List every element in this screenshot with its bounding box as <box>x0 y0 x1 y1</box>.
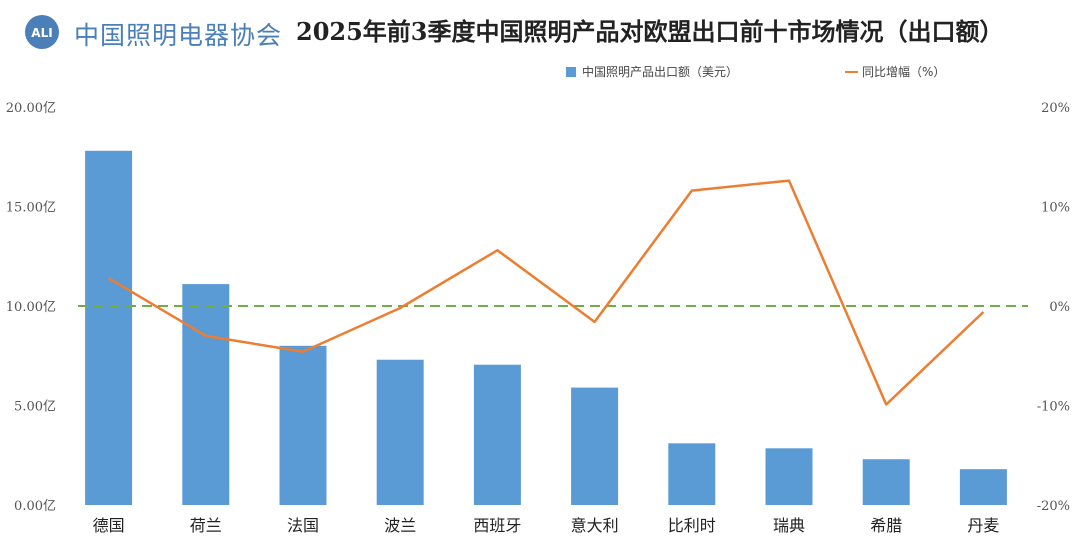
bar <box>85 150 133 505</box>
ali-logo-icon: ALI <box>25 15 59 49</box>
category-label: 波兰 <box>384 516 416 535</box>
category-label: 意大利 <box>571 516 619 535</box>
bar <box>668 443 716 505</box>
category-labels: 德国 荷兰 法国 波兰 西班牙 意大利 比利时 瑞典 希腊 丹麦 <box>93 516 1000 535</box>
left-tick-label: 20.00亿 <box>6 101 56 116</box>
bars <box>85 150 1007 505</box>
category-label: 荷兰 <box>190 516 222 535</box>
left-tick-label: 10.00亿 <box>6 300 56 315</box>
bar <box>765 448 813 505</box>
right-axis: -20% -10% 0% 10% 20% <box>1037 101 1070 514</box>
left-tick-label: 15.00亿 <box>6 201 56 216</box>
right-tick-label: -10% <box>1037 400 1070 415</box>
chart-title: 2025年前3季度中国照明产品对欧盟出口前十市场情况（出口额） <box>296 17 1004 46</box>
right-tick-label: -20% <box>1037 499 1070 514</box>
category-label: 西班牙 <box>473 516 521 535</box>
bar <box>376 359 424 505</box>
left-tick-label: 5.00亿 <box>14 400 56 415</box>
logo-text: 中国照明电器协会 <box>74 21 283 50</box>
growth-line-path <box>107 179 985 406</box>
left-tick-label: 0.00亿 <box>14 499 56 514</box>
growth-line <box>107 179 985 406</box>
category-label: 比利时 <box>668 516 716 535</box>
category-label: 法国 <box>287 516 319 535</box>
bar <box>182 284 230 505</box>
bar <box>473 364 521 505</box>
right-tick-label: 20% <box>1041 101 1070 116</box>
legend-bar-label: 中国照明产品出口额（美元） <box>582 64 738 79</box>
category-label: 希腊 <box>870 516 902 535</box>
right-tick-label: 10% <box>1041 201 1070 216</box>
legend: 中国照明产品出口额（美元） 同比增幅（%） <box>566 64 945 79</box>
logo-mark: ALI <box>31 26 52 40</box>
right-tick-label: 0% <box>1049 300 1070 315</box>
category-label: 德国 <box>93 516 125 535</box>
bar <box>279 345 327 505</box>
bar <box>862 459 910 505</box>
left-axis: 0.00亿 5.00亿 10.00亿 15.00亿 20.00亿 <box>6 101 56 514</box>
bar <box>959 469 1007 505</box>
category-label: 丹麦 <box>967 516 999 535</box>
logo: ALI 中国照明电器协会 <box>22 12 281 52</box>
legend-bar-swatch <box>566 67 576 77</box>
category-label: 瑞典 <box>773 516 805 535</box>
legend-line-label: 同比增幅（%） <box>862 64 945 79</box>
bar <box>571 387 619 505</box>
